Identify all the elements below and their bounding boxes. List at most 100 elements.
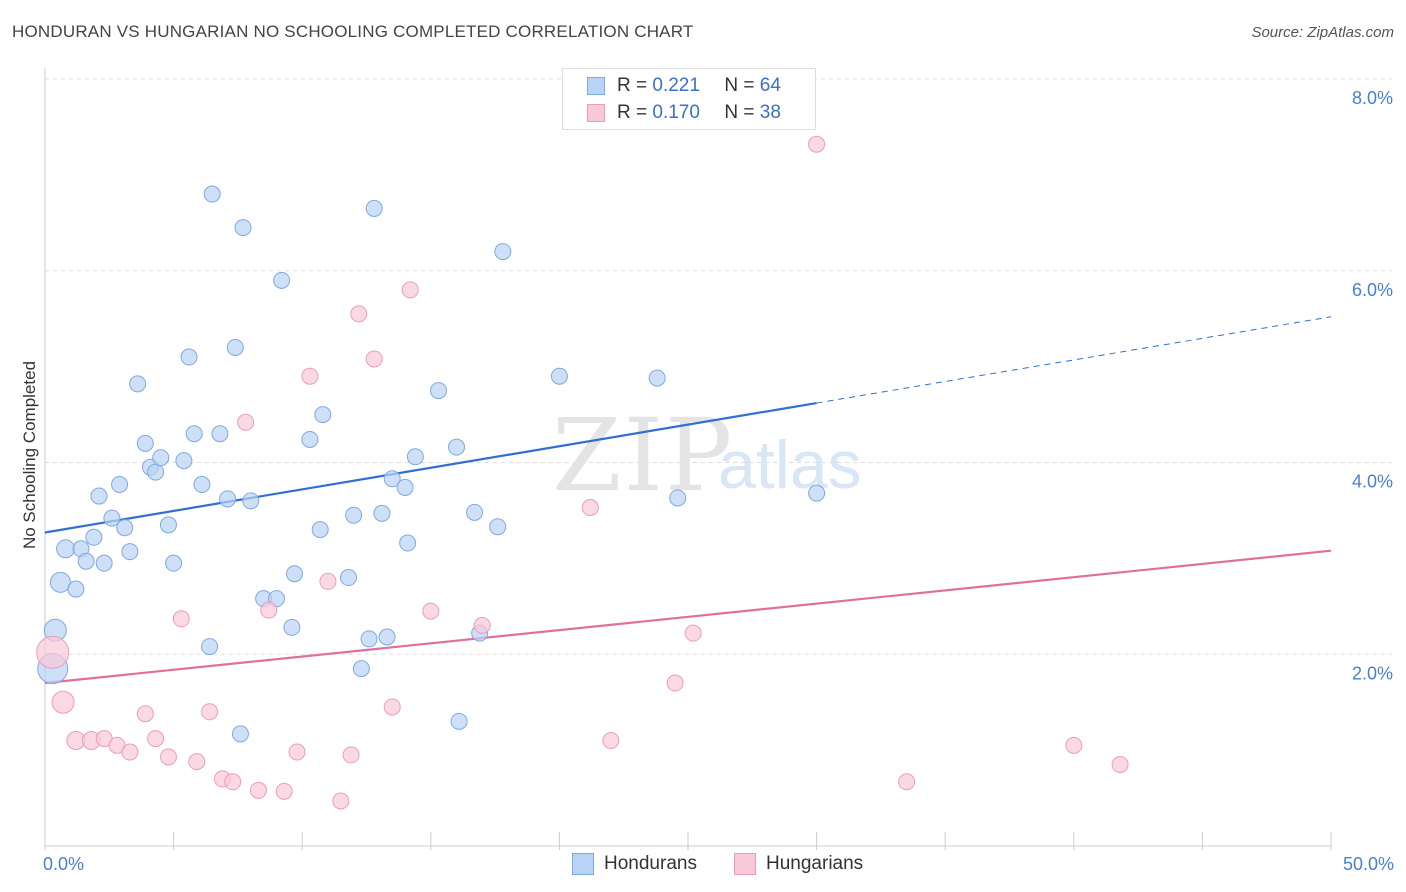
point-hungarian — [1111, 756, 1129, 774]
point-hungarian — [319, 572, 337, 590]
point-honduran — [494, 243, 512, 261]
point-hungarian — [666, 674, 684, 692]
point-hungarian — [51, 690, 75, 714]
watermark-zip: ZIP — [552, 397, 734, 514]
point-hungarian — [224, 773, 242, 791]
legend-n-value: 38 — [759, 102, 781, 123]
point-honduran — [201, 638, 219, 656]
legend-n-label: N = — [724, 75, 755, 96]
watermark: ZIP atlas — [552, 397, 862, 514]
pink-swatch-icon — [734, 853, 756, 875]
y-axis-label: No Schooling Completed — [20, 361, 39, 549]
point-honduran — [152, 449, 170, 467]
legend-r-value: 0.221 — [652, 75, 700, 96]
point-honduran — [231, 725, 249, 743]
data-points — [36, 73, 1129, 810]
legend-row-hungarians: R = 0.170 N = 38 — [587, 101, 781, 125]
point-hungarian — [172, 610, 190, 628]
legend-n-label: N = — [724, 102, 755, 123]
point-honduran — [103, 509, 121, 527]
grid-lines — [45, 78, 1392, 655]
point-honduran — [360, 630, 378, 648]
point-honduran — [373, 504, 391, 522]
point-honduran — [165, 554, 183, 572]
point-honduran — [273, 271, 291, 289]
trend-line-hungarians — [44, 549, 1332, 685]
point-honduran — [399, 534, 417, 552]
point-honduran — [185, 425, 203, 443]
point-hungarian — [260, 601, 278, 619]
point-honduran — [314, 406, 332, 424]
point-hungarian — [808, 135, 826, 153]
y-tick-label: 4.0% — [1352, 472, 1393, 492]
watermark-atlas: atlas — [718, 427, 862, 503]
point-hungarian — [332, 792, 350, 810]
point-honduran — [406, 448, 424, 466]
point-hungarian — [401, 281, 419, 299]
x-tick-label: 50.0% — [1343, 854, 1394, 874]
point-hungarian — [350, 305, 368, 323]
point-honduran — [211, 425, 229, 443]
legend-item-hondurans[interactable]: Hondurans — [572, 852, 697, 876]
y-tick-label: 2.0% — [1352, 663, 1393, 683]
legend-n-value: 64 — [759, 75, 781, 96]
blue-swatch-icon — [587, 77, 605, 95]
point-honduran — [147, 463, 165, 481]
point-hungarian — [473, 616, 491, 634]
point-hungarian — [36, 635, 70, 669]
point-honduran — [85, 528, 103, 546]
point-hungarian — [121, 743, 139, 761]
point-honduran — [180, 348, 198, 366]
point-honduran — [339, 569, 357, 587]
legend-row-hondurans: R = 0.221 N = 64 — [587, 74, 781, 98]
point-honduran — [283, 618, 301, 636]
trend-line-hondurans — [44, 401, 817, 534]
point-hungarian — [288, 743, 306, 761]
trend-lines — [44, 316, 1332, 685]
x-tick-label: 0.0% — [43, 854, 84, 874]
point-hungarian — [365, 350, 383, 368]
point-honduran — [383, 470, 401, 488]
point-hungarian — [342, 746, 360, 764]
point-hungarian — [249, 781, 267, 799]
axes — [44, 68, 1332, 850]
point-hungarian — [581, 499, 599, 517]
pink-swatch-icon — [587, 104, 605, 122]
point-honduran — [669, 489, 687, 507]
point-hungarian — [1065, 736, 1083, 754]
point-hungarian — [602, 732, 620, 750]
point-honduran — [111, 476, 129, 494]
point-honduran — [311, 521, 329, 539]
source-label: Source: ZipAtlas.com — [1251, 24, 1394, 41]
point-honduran — [159, 516, 177, 534]
point-honduran — [203, 185, 221, 203]
chart-title: HONDURAN VS HUNGARIAN NO SCHOOLING COMPL… — [12, 22, 694, 41]
legend-label-hungarians: Hungarians — [766, 853, 864, 874]
point-honduran — [136, 434, 154, 452]
point-hungarian — [422, 602, 440, 620]
y-tick-label: 6.0% — [1352, 280, 1393, 300]
point-honduran — [234, 219, 252, 237]
point-hungarian — [684, 624, 702, 642]
legend-r-value: 0.170 — [652, 102, 700, 123]
point-honduran — [466, 503, 484, 521]
point-honduran — [448, 438, 466, 456]
tick-labels: 2.0% 4.0% 6.0% 8.0% 0.0% 50.0% — [43, 88, 1394, 874]
point-honduran — [489, 518, 507, 536]
point-hungarian — [201, 703, 219, 721]
point-hungarian — [301, 367, 319, 385]
point-honduran — [648, 369, 666, 387]
point-hungarian — [136, 705, 154, 723]
point-honduran — [550, 367, 568, 385]
point-honduran — [95, 554, 113, 572]
point-honduran — [365, 199, 383, 217]
point-hungarian — [237, 413, 255, 431]
point-honduran — [345, 506, 363, 524]
point-honduran — [450, 712, 468, 730]
point-honduran — [49, 571, 71, 593]
point-honduran — [116, 519, 134, 537]
legend-item-hungarians[interactable]: Hungarians — [734, 852, 863, 876]
point-hungarian — [188, 753, 206, 771]
point-honduran — [193, 476, 211, 494]
point-honduran — [226, 338, 244, 356]
